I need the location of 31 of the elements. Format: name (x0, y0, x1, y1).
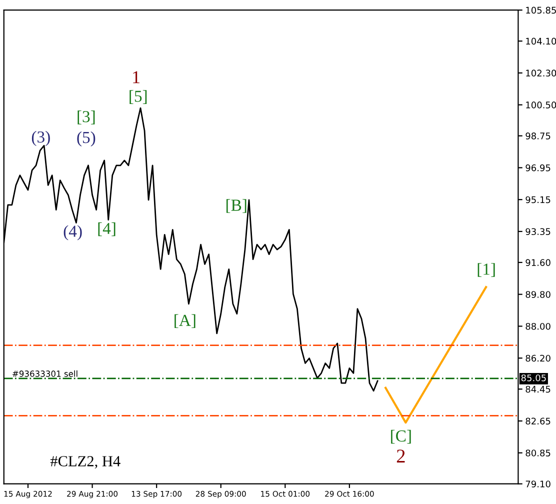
annotation: [B] (226, 199, 246, 213)
annotation: #CLZ2, H4 (50, 456, 120, 469)
y-tick-label: 102.30 (526, 70, 556, 77)
ref-line-label: #93633301 sell (12, 370, 78, 377)
y-tick-label: 88.00 (526, 322, 550, 330)
y-tick-label: 79.10 (526, 480, 550, 488)
annotation: (3) (32, 130, 50, 146)
y-tick-label: 105.85 (526, 6, 556, 14)
y-tick-label: 100.50 (526, 102, 556, 108)
annotation: 2 (396, 450, 405, 462)
annotation: [1] (478, 263, 495, 277)
y-tick-label: 91.60 (526, 259, 550, 266)
annotation: 1 (133, 71, 140, 84)
y-tick-label: 80.85 (526, 450, 550, 456)
y-tick-label: 89.80 (526, 291, 550, 298)
y-tick-label: 104.10 (526, 38, 556, 45)
annotation: [5] (130, 90, 147, 104)
text: 85.05 (521, 374, 546, 382)
annotation: (4) (64, 225, 82, 240)
y-tick-label: 96.95 (526, 164, 550, 172)
annotation: [A] (174, 314, 196, 328)
annotation: [3] (78, 110, 95, 124)
annotation: [4] (98, 222, 116, 236)
y-tick-label: 82.65 (526, 418, 550, 425)
y-tick-label: 86.20 (526, 354, 550, 362)
annotation: (5) (77, 131, 96, 146)
y-tick-label: 98.75 (526, 132, 550, 140)
y-tick-label: 84.45 (526, 386, 550, 393)
y-tick-label: 95.15 (526, 196, 550, 204)
y-tick-label: 93.35 (526, 228, 550, 236)
annotation: [C] (391, 430, 411, 444)
